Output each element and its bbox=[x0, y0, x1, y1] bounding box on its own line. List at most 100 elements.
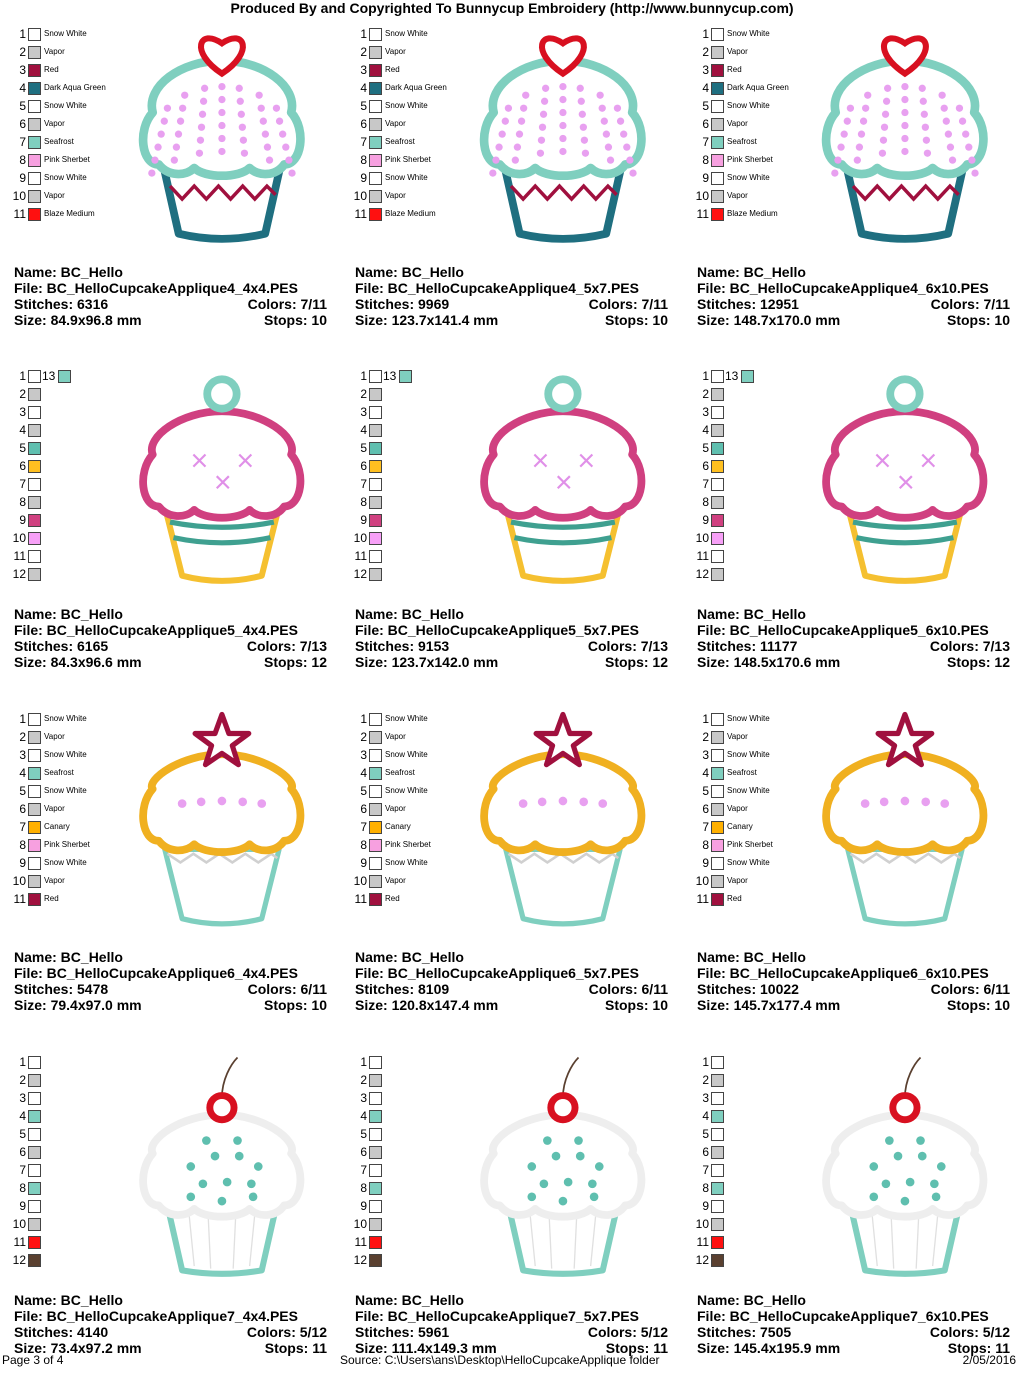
design-name: Name: BC_Hello bbox=[697, 606, 806, 622]
color-swatch bbox=[711, 370, 724, 383]
source-path: Source: C:\Users\ans\Desktop\HelloCupcak… bbox=[340, 1353, 660, 1367]
color-swatch bbox=[711, 208, 724, 221]
color-swatch bbox=[711, 857, 724, 870]
color-stop-number: 12 bbox=[695, 567, 709, 581]
color-stop-number: 4 bbox=[702, 1109, 709, 1123]
thread-name: Vapor bbox=[727, 876, 748, 885]
color-stop-number: 5 bbox=[360, 1127, 367, 1141]
design-cell: 1 13 2 3 4 5 6 bbox=[354, 368, 685, 708]
design-name: Name: BC_Hello bbox=[355, 606, 464, 622]
color-swatch bbox=[28, 154, 41, 167]
color-swatch bbox=[28, 208, 41, 221]
color-stop-number: 1 bbox=[360, 712, 367, 726]
color-stop-number: 2 bbox=[360, 1073, 367, 1087]
design-stitches: Stitches: 12951 bbox=[697, 296, 799, 312]
color-swatch bbox=[369, 154, 382, 167]
design-size: Size: 120.8x147.4 mm bbox=[355, 997, 499, 1013]
design-cell: 1 2 3 4 5 6 bbox=[13, 1054, 344, 1394]
design-file: File: BC_HelloCupcakeApplique6_6x10.PES bbox=[697, 965, 989, 981]
design-stops: Stops: 10 bbox=[263, 997, 327, 1013]
color-stop-number: 1 bbox=[19, 1055, 26, 1069]
thread-name: Dark Aqua Green bbox=[44, 83, 106, 92]
color-stop-number: 9 bbox=[702, 513, 709, 527]
cupcake-design-preview bbox=[139, 711, 305, 927]
color-stop-number: 9 bbox=[702, 1199, 709, 1213]
design-cell: 1 Snow White 2 Vapor 3 Red 4 Dark Aqua G… bbox=[354, 26, 685, 366]
thread-name: Vapor bbox=[727, 47, 748, 56]
color-stop-number: 7 bbox=[19, 135, 26, 149]
color-stop-number: 8 bbox=[702, 495, 709, 509]
color-stop-number: 8 bbox=[360, 1181, 367, 1195]
color-stop-number: 7 bbox=[19, 820, 26, 834]
color-swatch bbox=[711, 767, 724, 780]
color-swatch bbox=[369, 893, 382, 906]
color-stop-number: 3 bbox=[702, 748, 709, 762]
design-colors: Colors: 6/11 bbox=[588, 981, 668, 997]
color-swatch bbox=[369, 550, 382, 563]
color-stop-number: 10 bbox=[695, 874, 709, 888]
color-swatch bbox=[28, 767, 41, 780]
thread-name: Snow White bbox=[385, 101, 428, 110]
color-swatch bbox=[28, 1092, 41, 1105]
color-swatch bbox=[711, 190, 724, 203]
thread-name: Canary bbox=[385, 822, 411, 831]
color-stop-number: 9 bbox=[360, 171, 367, 185]
color-swatch bbox=[28, 803, 41, 816]
color-swatch bbox=[369, 785, 382, 798]
color-swatch bbox=[28, 875, 41, 888]
page-header: Produced By and Copyrighted To Bunnycup … bbox=[230, 0, 794, 16]
color-swatch bbox=[369, 514, 382, 527]
design-colors: Colors: 7/11 bbox=[588, 296, 668, 312]
color-stop-number: 10 bbox=[12, 531, 26, 545]
thread-name: Blaze Medium bbox=[727, 209, 778, 218]
thread-name: Seafrost bbox=[727, 137, 757, 146]
design-colors: Colors: 6/11 bbox=[930, 981, 1010, 997]
color-stop-number: 3 bbox=[360, 1091, 367, 1105]
color-swatch bbox=[711, 514, 724, 527]
thread-name: Seafrost bbox=[385, 768, 415, 777]
design-stops: Stops: 11 bbox=[264, 1340, 327, 1356]
color-swatch bbox=[369, 1146, 382, 1159]
design-file: File: BC_HelloCupcakeApplique7_4x4.PES bbox=[14, 1308, 298, 1324]
thread-name: Vapor bbox=[385, 119, 406, 128]
color-stop-number: 6 bbox=[702, 1145, 709, 1159]
color-swatch bbox=[28, 1074, 41, 1087]
color-stop-number: 1 bbox=[702, 27, 709, 41]
design-cell: 1 Snow White 2 Vapor 3 Snow White 4 Seaf… bbox=[354, 711, 685, 1051]
thread-name: Vapor bbox=[385, 47, 406, 56]
thread-name: Blaze Medium bbox=[385, 209, 436, 218]
color-stop-number: 3 bbox=[19, 405, 26, 419]
color-stop-number: 2 bbox=[702, 45, 709, 59]
color-stop-number: 12 bbox=[353, 567, 367, 581]
thread-name: Canary bbox=[44, 822, 70, 831]
color-swatch bbox=[711, 821, 724, 834]
extra-stop-number: 13 bbox=[383, 369, 397, 383]
thread-name: Snow White bbox=[385, 714, 428, 723]
color-swatch bbox=[711, 875, 724, 888]
color-swatch bbox=[711, 1092, 724, 1105]
color-swatch bbox=[28, 1110, 41, 1123]
color-stop-number: 10 bbox=[353, 1217, 367, 1231]
color-stop-number: 10 bbox=[12, 1217, 26, 1231]
thread-name: Red bbox=[727, 65, 742, 74]
design-name: Name: BC_Hello bbox=[355, 264, 464, 280]
thread-name: Snow White bbox=[727, 786, 770, 795]
design-stops: Stops: 10 bbox=[604, 312, 668, 328]
color-swatch bbox=[28, 568, 41, 581]
design-file: File: BC_HelloCupcakeApplique7_5x7.PES bbox=[355, 1308, 639, 1324]
color-swatch bbox=[28, 1164, 41, 1177]
color-swatch bbox=[711, 1056, 724, 1069]
design-name: Name: BC_Hello bbox=[697, 1292, 806, 1308]
color-swatch bbox=[28, 785, 41, 798]
color-swatch bbox=[711, 64, 724, 77]
color-stop-number: 1 bbox=[19, 712, 26, 726]
thread-name: Vapor bbox=[44, 804, 65, 813]
design-stitches: Stitches: 4140 bbox=[14, 1324, 109, 1340]
design-info: Name: BC_Hello File: BC_HelloCupcakeAppl… bbox=[355, 1292, 668, 1356]
color-stop-number: 5 bbox=[360, 441, 367, 455]
cupcake-design-preview bbox=[821, 35, 988, 243]
design-info: Name: BC_Hello File: BC_HelloCupcakeAppl… bbox=[697, 264, 1010, 328]
design-colors: Colors: 7/13 bbox=[587, 638, 668, 654]
color-swatch bbox=[741, 370, 754, 383]
color-swatch bbox=[369, 442, 382, 455]
